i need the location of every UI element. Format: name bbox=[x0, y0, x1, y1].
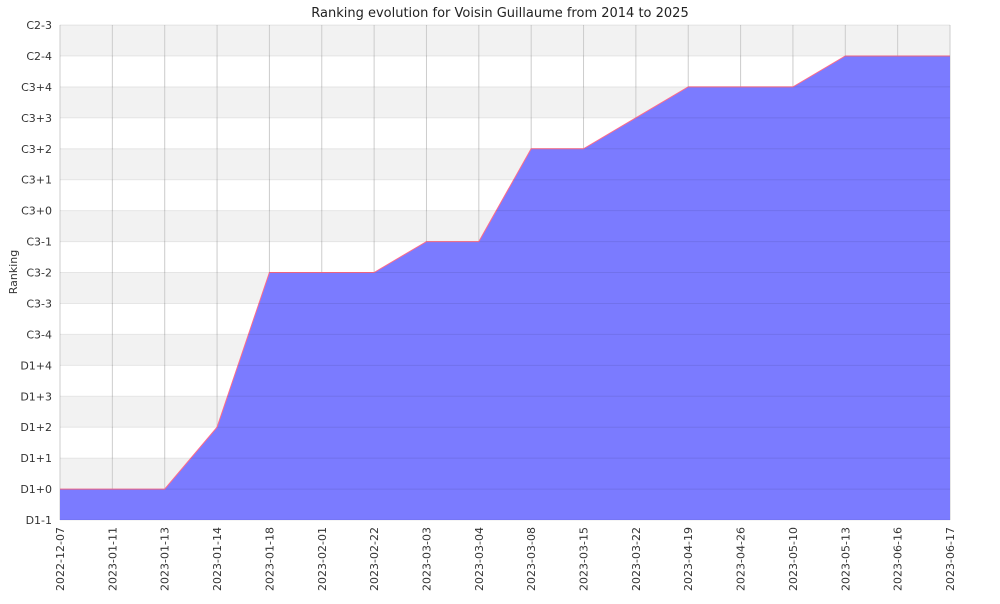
x-tick-label: 2023-03-22 bbox=[630, 527, 643, 591]
y-tick-label: C3+4 bbox=[21, 81, 52, 94]
x-tick-label: 2023-02-22 bbox=[368, 527, 381, 591]
y-tick-label: C3-1 bbox=[26, 236, 52, 249]
x-tick-label: 2022-12-07 bbox=[54, 527, 67, 591]
y-tick-label: C3+2 bbox=[21, 143, 52, 156]
x-tick-label: 2023-05-10 bbox=[787, 527, 800, 591]
chart-title: Ranking evolution for Voisin Guillaume f… bbox=[311, 6, 688, 21]
y-tick-label: C3-3 bbox=[26, 297, 52, 310]
x-tick-label: 2023-04-19 bbox=[682, 527, 695, 591]
y-tick-label: D1+4 bbox=[20, 359, 52, 372]
y-tick-label: C3+3 bbox=[21, 112, 52, 125]
x-tick-label: 2023-01-13 bbox=[159, 527, 172, 591]
y-axis-label: Ranking bbox=[7, 250, 20, 295]
y-tick-label: D1+1 bbox=[20, 452, 52, 465]
x-tick-labels: 2022-12-07 2023-01-11 2023-01-13 2023-01-14… bbox=[54, 527, 957, 591]
x-tick-label: 2023-03-04 bbox=[473, 527, 486, 591]
x-tick-label: 2023-01-14 bbox=[211, 527, 224, 591]
y-tick-label: C3-4 bbox=[26, 328, 52, 341]
x-tick-label: 2023-01-11 bbox=[106, 527, 119, 591]
x-tick-label: 2023-03-08 bbox=[525, 527, 538, 591]
x-tick-label: 2023-03-03 bbox=[420, 527, 433, 591]
x-tick-label: 2023-06-17 bbox=[944, 527, 957, 591]
grid-band bbox=[60, 25, 950, 56]
y-tick-label: C3+0 bbox=[21, 205, 52, 218]
x-tick-label: 2023-01-18 bbox=[263, 527, 276, 591]
x-tick-label: 2023-06-16 bbox=[892, 527, 905, 591]
x-tick-label: 2023-04-26 bbox=[735, 527, 748, 591]
y-tick-label: C2-4 bbox=[26, 50, 52, 63]
y-tick-labels: D1-1 D1+0 D1+1 D1+2 D1+3 D1+4 C3-4 C3-3 C3-2 C3-1… bbox=[20, 19, 52, 527]
y-tick-label: D1+3 bbox=[20, 390, 52, 403]
y-tick-label: C3-2 bbox=[26, 267, 52, 280]
x-tick-label: 2023-02-01 bbox=[316, 527, 329, 591]
x-tick-label: 2023-03-15 bbox=[578, 527, 591, 591]
y-tick-label: C3+1 bbox=[21, 174, 52, 187]
x-tick-label: 2023-05-13 bbox=[839, 527, 852, 591]
y-tick-label: C2-3 bbox=[26, 19, 52, 32]
y-tick-label: D1+0 bbox=[20, 483, 52, 496]
y-tick-label: D1-1 bbox=[26, 514, 52, 527]
y-tick-label: D1+2 bbox=[20, 421, 52, 434]
